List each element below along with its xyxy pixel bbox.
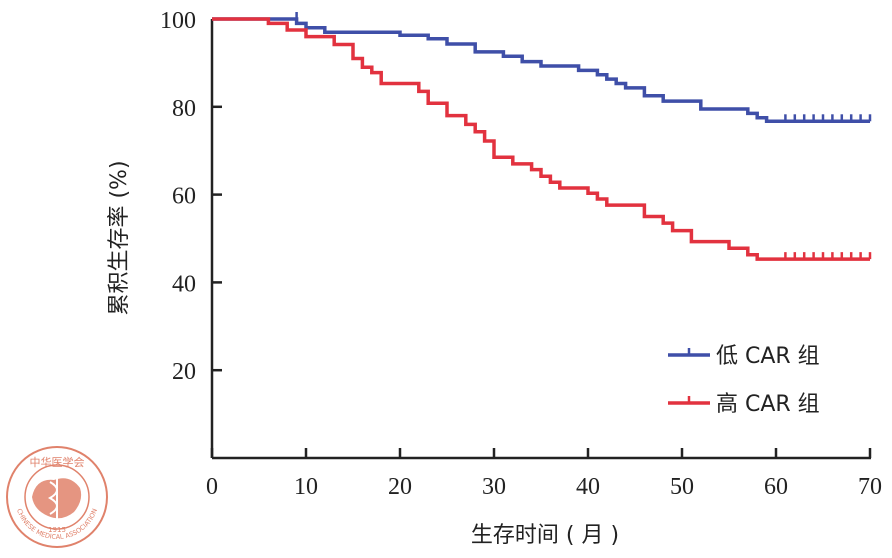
legend-label: 低 CAR 组 — [716, 344, 820, 369]
logo-top-text: 中华医学会 — [30, 455, 85, 469]
series-1 — [212, 17, 872, 261]
legend-item-1: 高 CAR 组 — [668, 392, 820, 417]
y-tick-label: 20 — [172, 359, 196, 385]
legend-label: 高 CAR 组 — [716, 392, 820, 417]
logo-staff-icon — [47, 474, 58, 522]
x-axis-title: 生存时间 ( 月 ) — [471, 523, 619, 548]
x-tick-label: 20 — [388, 474, 412, 500]
series-layer — [212, 12, 872, 261]
x-tick-label: 60 — [764, 474, 788, 500]
series-line — [212, 17, 870, 261]
logo-outer-ring — [6, 446, 108, 548]
legend: 低 CAR 组高 CAR 组 — [668, 344, 820, 417]
series-0 — [212, 12, 872, 124]
x-tick-label: 70 — [858, 474, 882, 500]
x-tick-label: 50 — [670, 474, 694, 500]
logo-year: 1915 — [48, 526, 66, 534]
y-tick-label: 40 — [172, 271, 196, 297]
y-tick-label: 80 — [172, 96, 196, 122]
series-line — [212, 17, 870, 124]
x-tick-label: 30 — [482, 474, 506, 500]
y-tick-label: 60 — [172, 184, 196, 210]
x-tick-label: 10 — [294, 474, 318, 500]
x-tick-label: 40 — [576, 474, 600, 500]
legend-item-0: 低 CAR 组 — [668, 344, 820, 369]
x-tick-label: 0 — [206, 474, 218, 500]
y-tick-label: 100 — [160, 8, 196, 34]
axes: 0 10 20 30 40 50 60 70 20 40 60 80 100 生存时间 ( 月 ) 累积生存… — [107, 8, 882, 548]
y-axis-title: 累积生存率 (%) — [107, 160, 132, 315]
logo-inner-ring — [24, 464, 90, 530]
